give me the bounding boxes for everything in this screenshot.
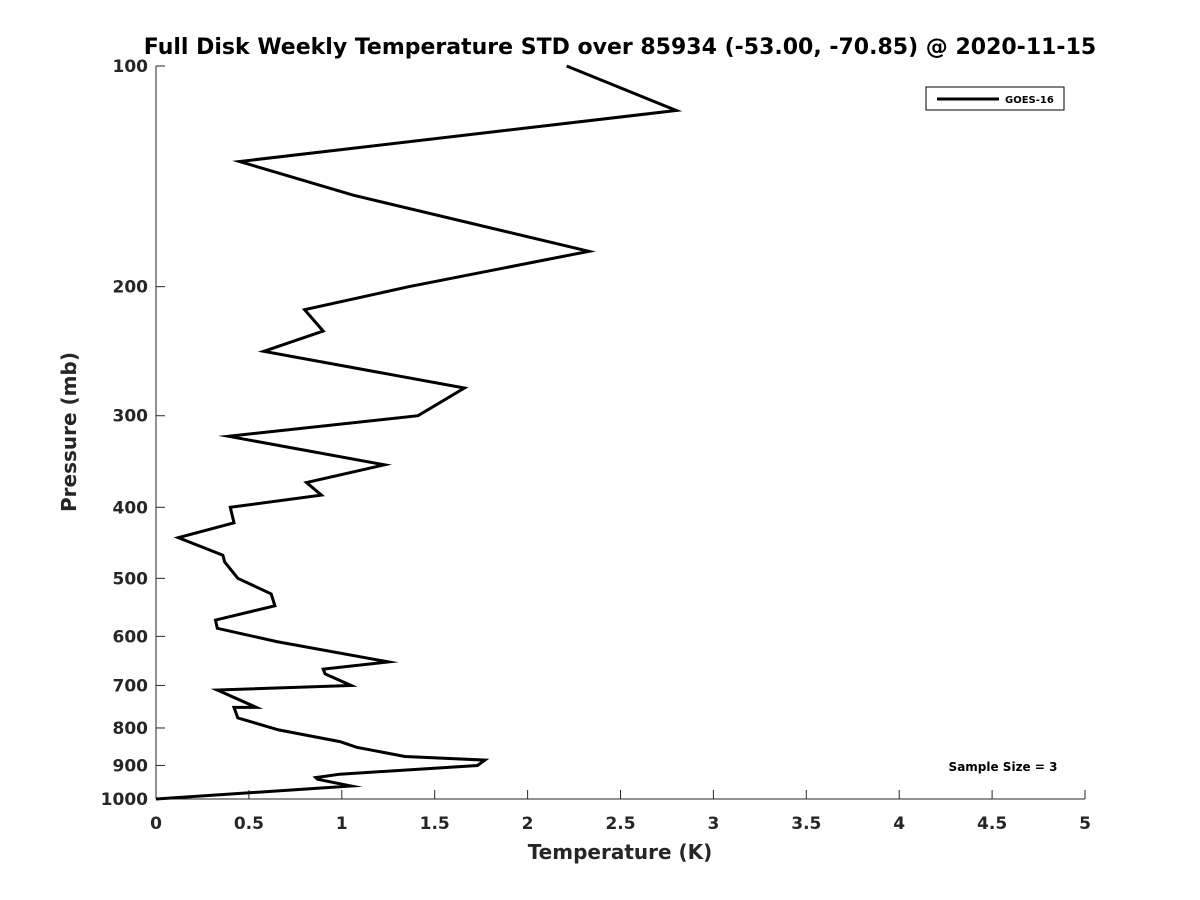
y-tick-label: 400 — [113, 498, 149, 518]
x-axis-label: Temperature (K) — [528, 840, 713, 864]
y-tick-label: 800 — [113, 719, 149, 739]
x-tick-label: 3 — [707, 814, 719, 834]
x-tick-label: 4.5 — [977, 814, 1007, 834]
legend-label-goes-16: GOES-16 — [1005, 95, 1054, 106]
y-axis-label: Pressure (mb) — [57, 352, 81, 512]
y-tick-label: 200 — [113, 278, 149, 298]
sample-size-annotation: Sample Size = 3 — [949, 760, 1058, 774]
series-line-goes-16 — [155, 64, 683, 801]
legend: GOES-16 — [925, 86, 1065, 111]
x-tick-label: 5 — [1079, 814, 1091, 834]
y-tick-label: 1000 — [101, 790, 148, 810]
x-tick-label: 3.5 — [791, 814, 821, 834]
y-tick-label: 300 — [113, 407, 149, 427]
plot-axes: 0 0.5 1 1.5 2 2.5 3 3.5 4 4.5 5 100 200 300 400 500 600 7… — [101, 57, 1091, 834]
chart-title: Full Disk Weekly Temperature STD over 85… — [144, 35, 1096, 60]
x-tick-label: 2.5 — [605, 814, 635, 834]
y-tick-label: 100 — [113, 57, 149, 77]
y-tick-label: 600 — [113, 627, 149, 647]
x-tick-label: 0 — [150, 814, 162, 834]
x-tick-label: 1.5 — [420, 814, 450, 834]
y-tick-label: 700 — [113, 676, 149, 696]
x-tick-label: 4 — [893, 814, 905, 834]
y-tick-label: 900 — [113, 756, 149, 776]
y-tick-label: 500 — [113, 569, 149, 589]
series-layer — [155, 64, 683, 801]
x-tick-label: 2 — [522, 814, 534, 834]
x-tick-label: 0.5 — [234, 814, 264, 834]
x-tick-label: 1 — [336, 814, 348, 834]
